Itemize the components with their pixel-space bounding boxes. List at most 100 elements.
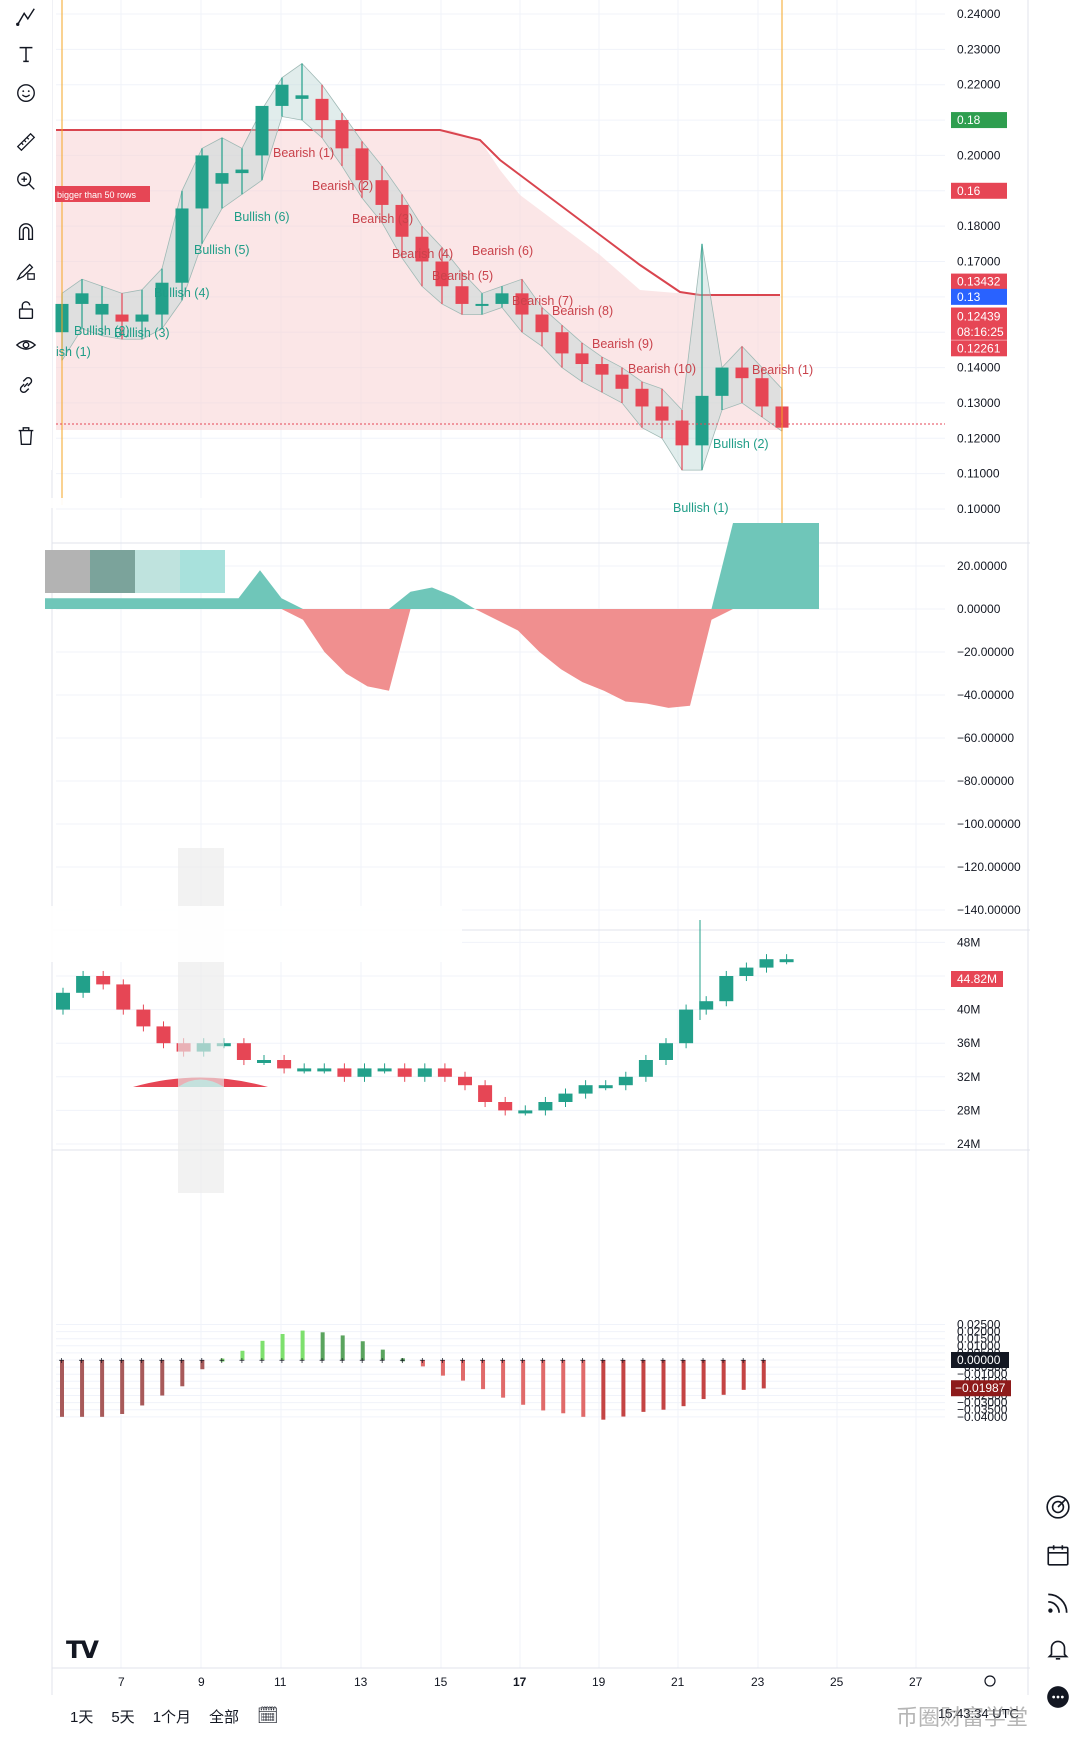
candle-body xyxy=(679,1009,694,1044)
rss-icon[interactable] xyxy=(1043,1588,1073,1618)
target-icon[interactable] xyxy=(1043,1492,1073,1522)
date-range-icon[interactable]: 🗓 xyxy=(257,1706,279,1725)
candle-body xyxy=(719,976,734,1002)
candle-body xyxy=(518,1110,533,1114)
pattern-label: Bullish (4) xyxy=(154,286,210,300)
price-axis-label: 0.12000 xyxy=(957,431,1001,445)
text-icon[interactable] xyxy=(13,41,39,67)
calendar-icon[interactable] xyxy=(1043,1540,1073,1570)
drawing-toolbar xyxy=(0,0,52,470)
price-candle xyxy=(415,226,429,287)
link-icon[interactable] xyxy=(13,372,39,398)
candle-body xyxy=(355,148,369,181)
range-all-button[interactable]: 全部 xyxy=(209,1708,240,1726)
candle-body xyxy=(779,959,794,963)
price-candle xyxy=(375,166,389,223)
zero-marker: + xyxy=(299,1356,305,1367)
candle-body xyxy=(257,1060,271,1063)
unlock-icon[interactable] xyxy=(13,297,39,323)
resistance-line xyxy=(56,129,780,296)
candle-body xyxy=(759,959,774,968)
histogram-bar xyxy=(400,1358,405,1362)
volume-candle xyxy=(156,1021,171,1049)
zero-marker: + xyxy=(680,1356,686,1367)
ruler-icon[interactable] xyxy=(13,129,39,155)
time-axis-label: 27 xyxy=(909,1675,923,1689)
tradingview-logo[interactable]: TV xyxy=(66,1636,99,1664)
time-axis-label: 21 xyxy=(671,1675,685,1689)
volume-candle xyxy=(719,970,734,1007)
time-axis-label: 7 xyxy=(118,1675,125,1689)
candle-body xyxy=(275,84,289,106)
lock-drawing-icon[interactable] xyxy=(13,258,39,284)
volume-candle xyxy=(498,1096,513,1116)
magnet-icon[interactable] xyxy=(13,219,39,245)
zoom-in-icon[interactable] xyxy=(13,168,39,194)
trash-icon[interactable] xyxy=(13,423,39,449)
price-axis-label: 0.13000 xyxy=(957,396,1001,410)
price-candle xyxy=(455,272,469,315)
candle-body xyxy=(495,293,509,304)
utc-clock[interactable]: 15:43:34 UTC xyxy=(938,1706,1019,1721)
pattern-label: Bullish (2) xyxy=(74,324,130,338)
candle-body xyxy=(156,1026,171,1044)
candle-body xyxy=(95,303,109,315)
range-1m-button[interactable]: 1个月 xyxy=(152,1708,192,1726)
price-tag-label: 0.12439 xyxy=(957,310,1001,324)
price-tag xyxy=(951,308,1007,325)
blank-region xyxy=(42,906,462,962)
candle-body xyxy=(375,180,389,205)
candle-body xyxy=(659,1043,673,1060)
zero-marker: + xyxy=(760,1356,766,1367)
blank-region xyxy=(42,498,202,508)
histogram-bar xyxy=(180,1360,185,1387)
volume-candle xyxy=(236,1038,251,1066)
emoji-icon[interactable] xyxy=(13,80,39,106)
candle-body xyxy=(618,1076,633,1086)
volume-candle xyxy=(478,1080,493,1108)
zero-marker: + xyxy=(520,1356,526,1367)
chat-icon[interactable] xyxy=(1043,1682,1073,1712)
price-candle xyxy=(535,307,549,347)
candle-body xyxy=(235,169,249,174)
zero-marker: + xyxy=(660,1356,666,1367)
candle-body xyxy=(135,314,149,322)
volume-candle xyxy=(679,1004,694,1049)
trend-line-icon[interactable] xyxy=(13,4,39,30)
price-tag-label: 0.13 xyxy=(957,290,981,304)
watermark: 币圈财富学堂 xyxy=(896,1706,1029,1731)
candle-body xyxy=(335,120,349,149)
price-candle xyxy=(215,137,229,209)
bell-icon[interactable] xyxy=(1043,1634,1073,1664)
candle-body xyxy=(116,984,131,1010)
eye-icon[interactable] xyxy=(13,332,39,358)
price-candle xyxy=(515,279,529,333)
volume-candle xyxy=(116,979,131,1015)
oscillator-axis-label: −60.00000 xyxy=(957,731,1014,745)
volume-axis-label: 40M xyxy=(957,1003,980,1017)
volume-candle xyxy=(558,1088,573,1108)
volume-candle xyxy=(659,1038,673,1066)
volume-candle xyxy=(297,1063,312,1074)
candle-body xyxy=(395,204,409,237)
price-axis-label: 0.17000 xyxy=(957,255,1001,269)
histogram-axis-label: −0.01000 xyxy=(957,1367,1008,1381)
volume-candle xyxy=(56,987,70,1015)
time-axis-label: 15 xyxy=(434,1675,448,1689)
pattern-label: Bearish (2) xyxy=(312,179,373,193)
zero-marker: + xyxy=(700,1356,706,1367)
range-5d-button[interactable]: 5天 xyxy=(111,1708,135,1726)
volume-axis-label: 36M xyxy=(957,1036,980,1050)
zero-marker: + xyxy=(620,1356,626,1367)
zero-tag-label: 0.00000 xyxy=(957,1353,1001,1367)
range-1d-button[interactable]: 1天 xyxy=(70,1708,94,1726)
price-axis-label: 0.23000 xyxy=(957,42,1001,56)
histogram-bar xyxy=(581,1360,586,1417)
oscillator-axis-label: 20.00000 xyxy=(957,559,1007,573)
histogram-bar xyxy=(420,1360,425,1367)
pattern-label: Bearish (3) xyxy=(352,212,413,226)
price-tag-label: 0.13432 xyxy=(957,275,1001,289)
volume-candle xyxy=(598,1080,613,1091)
candle-body xyxy=(458,1076,472,1086)
